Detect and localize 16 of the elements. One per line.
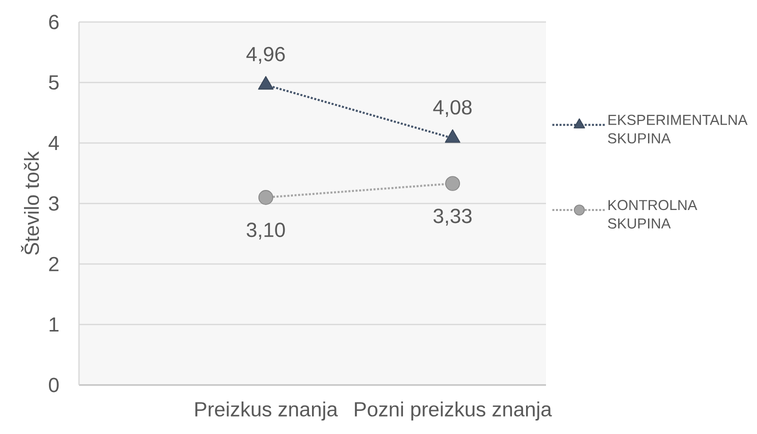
y-tick-label: 4: [48, 136, 59, 150]
y-axis-title: Število točk: [20, 151, 39, 255]
legend-label: EKSPERIMENTALNA SKUPINA: [608, 114, 748, 144]
x-tick-label: Preizkus znanja: [195, 402, 338, 421]
y-tick-label: 1: [50, 317, 58, 332]
y-tick-label: 6: [49, 14, 59, 30]
data-label: 4,96: [246, 46, 285, 64]
data-label: 3,10: [246, 222, 285, 240]
y-tick-label: 0: [48, 378, 59, 392]
y-tick-label: 3: [48, 196, 59, 211]
data-label: 4,08: [433, 100, 472, 117]
y-tick-label: 5: [48, 75, 59, 90]
x-tick-label: Pozni preizkus znanja: [354, 402, 552, 421]
y-tick-label: 2: [49, 256, 58, 272]
legend-label: KONTROLNA SKUPINA: [608, 200, 698, 229]
data-label: 3,33: [434, 208, 472, 226]
